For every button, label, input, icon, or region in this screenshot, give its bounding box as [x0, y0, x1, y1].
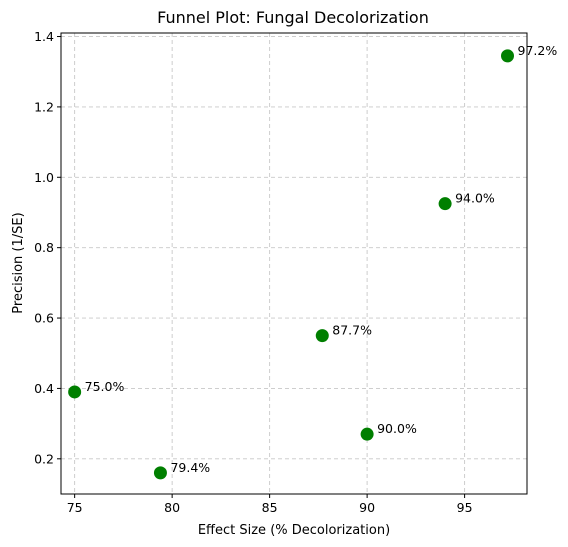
- data-point-label: 87.7%: [332, 323, 372, 338]
- data-point-label: 94.0%: [455, 191, 495, 206]
- x-tick-label: 80: [164, 500, 180, 515]
- x-tick-label: 90: [359, 500, 375, 515]
- y-tick-label: 0.2: [34, 451, 54, 466]
- x-tick-label: 95: [457, 500, 473, 515]
- data-point: [438, 197, 452, 211]
- data-point-label: 97.2%: [518, 43, 558, 58]
- data-point: [360, 427, 374, 441]
- y-tick-label: 1.0: [34, 170, 54, 185]
- x-tick-label: 75: [67, 500, 83, 515]
- data-point-label: 79.4%: [170, 460, 210, 475]
- data-point-label: 90.0%: [377, 421, 417, 436]
- data-point: [501, 49, 515, 63]
- x-axis-label: Effect Size (% Decolorization): [198, 523, 390, 538]
- y-tick-label: 0.6: [34, 311, 54, 326]
- y-tick-label: 0.8: [34, 240, 54, 255]
- grid-lines: [61, 33, 527, 494]
- x-tick-label: 85: [262, 500, 278, 515]
- data-point: [315, 329, 329, 343]
- chart-title: Funnel Plot: Fungal Decolorization: [157, 8, 429, 27]
- data-point-label: 75.0%: [85, 379, 125, 394]
- y-axis-label: Precision (1/SE): [11, 212, 26, 313]
- y-tick-label: 1.4: [34, 29, 54, 44]
- y-tick-label: 0.4: [34, 381, 54, 396]
- data-point: [68, 385, 82, 399]
- data-point: [153, 466, 167, 480]
- y-tick-label: 1.2: [34, 99, 54, 114]
- plot-frame: [60, 32, 528, 495]
- axis-ticks: 75 80 85 90 95 0.2 0.4 0.6 0.8 1.0 1.2 1.4: [34, 29, 472, 515]
- data-points: 75.0% 79.4% 87.7% 90.0% 94.0% 97.2%: [68, 43, 557, 480]
